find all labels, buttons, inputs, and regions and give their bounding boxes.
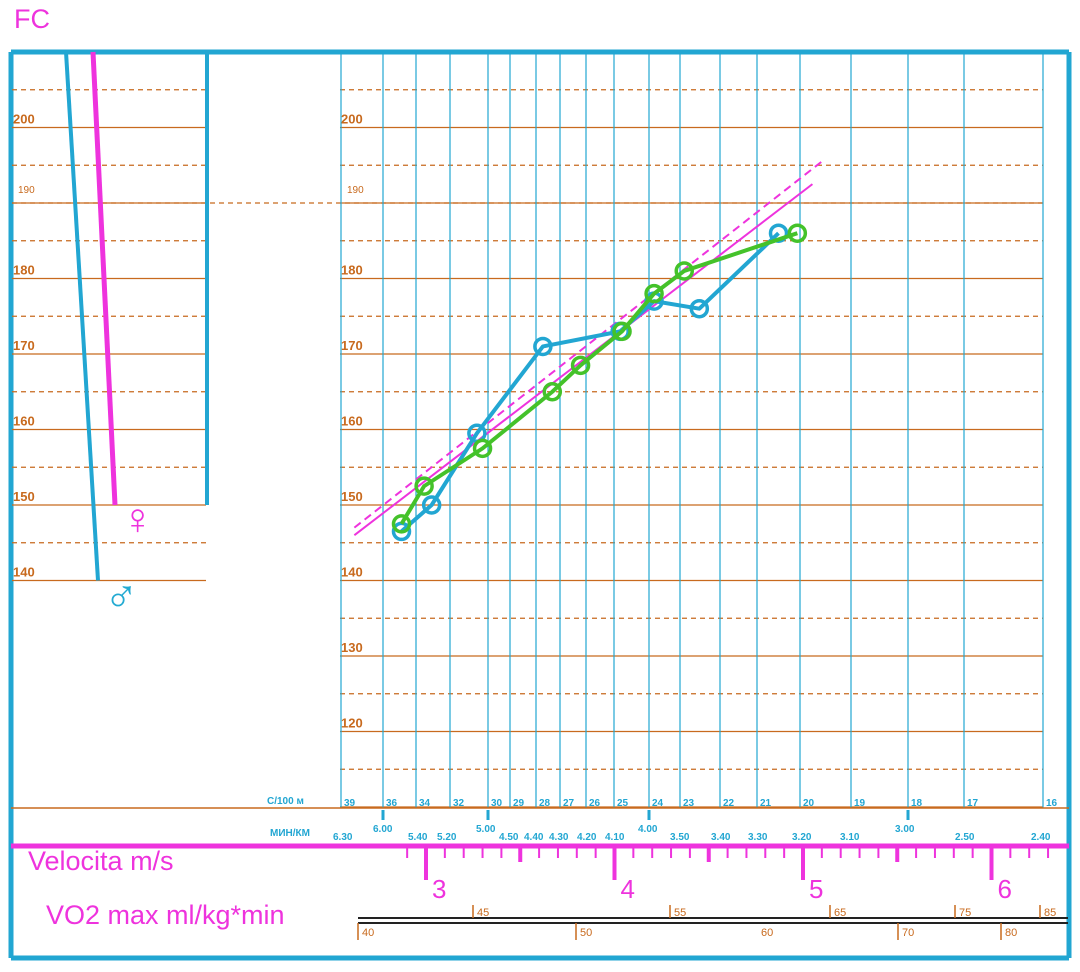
hr-tick-label: 120: [341, 716, 363, 731]
hr-tick-label: 130: [341, 640, 363, 655]
vo2-upper-label: 85: [1044, 907, 1056, 919]
minkm-tick-label: 5.00: [476, 824, 496, 835]
hr-tick-label: 140: [341, 565, 363, 580]
velocity-tick-label: 5: [809, 874, 823, 904]
vo2-lower-label: 50: [580, 927, 592, 939]
sec100m-tick-label: 22: [723, 798, 735, 809]
green-data-point: [414, 476, 434, 496]
green-data-point: [391, 514, 412, 534]
green-data-point: [787, 223, 808, 243]
sec100m-tick-label: 36: [386, 798, 398, 809]
minkm-tick-label: 6.30: [333, 832, 353, 843]
minkm-label: МИН/КМ: [270, 828, 310, 839]
hr-tick-label: 160: [341, 414, 363, 429]
left-hr-label: 180: [13, 263, 35, 278]
sec100m-tick-label: 29: [513, 798, 525, 809]
vo2-lower-label: 70: [902, 927, 914, 939]
minkm-tick-label: 5.20: [437, 832, 457, 843]
sec100m-tick-label: 30: [491, 798, 503, 809]
green-data-point: [612, 321, 632, 342]
sec100m-tick-label: 18: [911, 798, 923, 809]
minkm-tick-label: 4.40: [524, 832, 544, 843]
vo2-lower-label: 40: [362, 927, 374, 939]
hr-tick-label: 170: [341, 338, 363, 353]
minkm-tick-label: 2.40: [1031, 832, 1051, 843]
hr-tick-label: 180: [341, 263, 363, 278]
left-hr-label: 140: [13, 565, 35, 580]
minkm-tick-label: 3.50: [670, 832, 690, 843]
velocity-tick-label: 4: [621, 874, 635, 904]
vo2-upper-label: 55: [674, 907, 686, 919]
green-data-point: [472, 438, 493, 459]
sec100m-tick-label: 32: [453, 798, 465, 809]
blue-data-point: [533, 336, 553, 357]
vo2-lower-label: 80: [1005, 927, 1017, 939]
left-hr-small-label: 190: [18, 185, 35, 196]
green-data-point: [644, 283, 664, 304]
velocity-axis-title: Velocita m/s: [28, 846, 174, 876]
sec100m-tick-label: 27: [563, 798, 575, 809]
sec100m-tick-label: 20: [803, 798, 815, 809]
minkm-tick-label: 4.30: [549, 832, 569, 843]
left-hr-label: 150: [13, 489, 35, 504]
sec100m-tick-label: 25: [617, 798, 629, 809]
green-data-point: [674, 261, 694, 281]
blue-data-point: [689, 298, 710, 319]
female-line: [90, 51, 118, 506]
sec100m-tick-label: 34: [419, 798, 431, 809]
minkm-tick-label: 3.10: [840, 832, 860, 843]
sec100m-tick-label: 16: [1046, 798, 1058, 809]
minkm-tick-label: 2.50: [955, 832, 975, 843]
minkm-tick-label: 4.00: [638, 824, 658, 835]
male-line: [64, 51, 100, 581]
vo2-axis-title: VO2 max ml/kg*min: [46, 900, 285, 930]
vo2-upper-label: 75: [959, 907, 971, 919]
sec100m-tick-label: 24: [652, 798, 664, 809]
minkm-tick-label: 4.20: [577, 832, 597, 843]
sec100m-tick-label: 39: [344, 798, 356, 809]
blue-data-point: [421, 495, 442, 515]
minkm-tick-label: 3.30: [748, 832, 768, 843]
hr-tick-label: 200: [341, 112, 363, 127]
sec100m-tick-label: 26: [589, 798, 601, 809]
vo2-lower-label: 60: [761, 927, 773, 939]
hr-tick-label: 150: [341, 489, 363, 504]
minkm-tick-label: 3.00: [895, 824, 915, 835]
hr-small-label: 190: [347, 185, 364, 196]
sec100m-tick-label: 19: [854, 798, 866, 809]
minkm-tick-label: 3.40: [711, 832, 731, 843]
left-hr-label: 160: [13, 414, 35, 429]
left-hr-label: 200: [13, 112, 35, 127]
minkm-tick-label: 4.50: [499, 832, 519, 843]
sec100m-tick-label: 23: [683, 798, 695, 809]
minkm-tick-label: 3.20: [792, 832, 812, 843]
minkm-tick-label: 4.10: [605, 832, 625, 843]
velocity-tick-label: 3: [432, 874, 446, 904]
green-data-point: [542, 382, 563, 402]
vo2-upper-label: 45: [477, 907, 489, 919]
minkm-tick-label: 5.40: [408, 832, 428, 843]
velocity-tick-label: 6: [998, 874, 1012, 904]
sec100m-tick-label: 17: [967, 798, 979, 809]
sec100m-tick-label: 28: [539, 798, 551, 809]
fc-axis-title: FC: [14, 4, 50, 34]
minkm-tick-label: 6.00: [373, 824, 393, 835]
left-hr-label: 170: [13, 338, 35, 353]
vo2-upper-label: 65: [834, 907, 846, 919]
green-series-line: [399, 231, 798, 525]
per100m-label: С/100 м: [267, 796, 304, 807]
green-data-point: [570, 355, 591, 376]
trend-line-dashed: [353, 160, 823, 529]
sec100m-tick-label: 21: [760, 798, 772, 809]
